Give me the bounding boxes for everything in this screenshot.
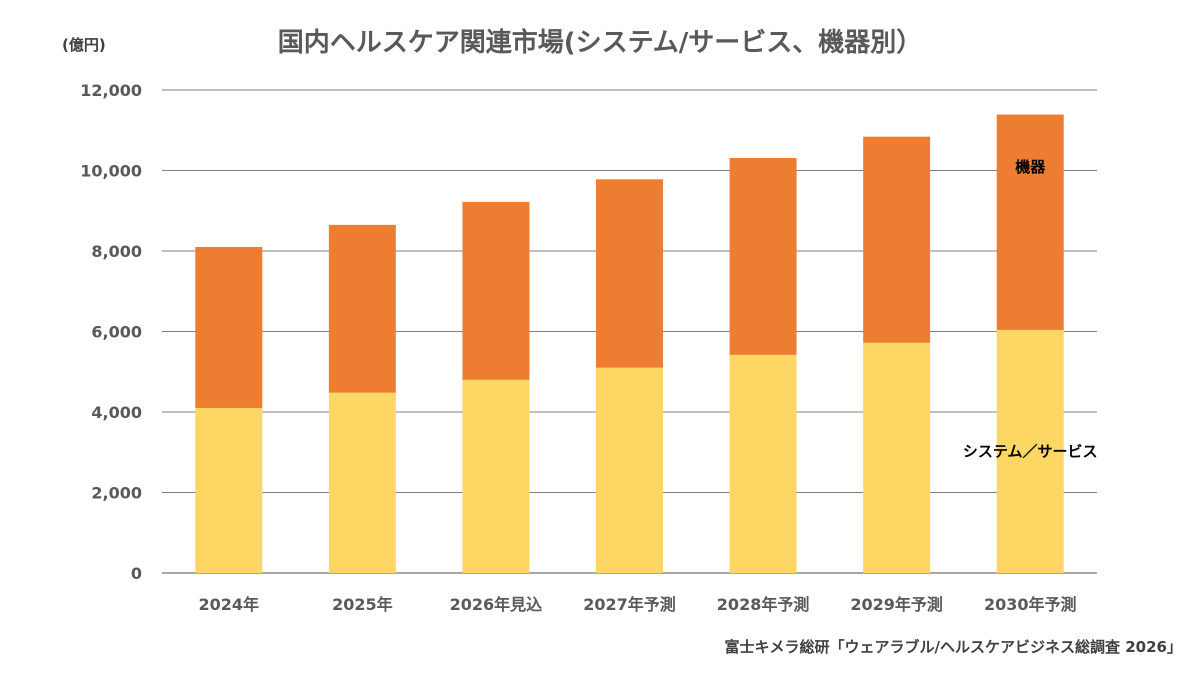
x-tick-label: 2025年 [332, 595, 393, 614]
source-note: 富士キメラ総研「ウェアラブル/ヘルスケアビジネス総調査 2026」 [724, 638, 1182, 656]
chart-title: 国内ヘルスケア関連市場(システム/サービス、機器別） [277, 28, 923, 58]
bar-segment-device [462, 201, 530, 380]
bar-segment-device [863, 136, 931, 343]
bar-segment-system-service [596, 367, 663, 573]
y-tick-label: 0 [131, 564, 142, 583]
bar-segment-system-service [996, 329, 1064, 573]
series-label-system-service: システム／サービス [963, 442, 1098, 460]
bar-segment-device [328, 224, 396, 393]
y-tick-label: 6,000 [91, 323, 142, 342]
bar-segment-device [195, 246, 263, 408]
x-tick-label: 2024年 [199, 595, 260, 614]
x-tick-label: 2030年予測 [984, 595, 1077, 614]
bar-segment-device [596, 179, 663, 368]
x-tick-label: 2027年予測 [583, 595, 676, 614]
bar-segment-system-service [729, 354, 797, 573]
bar-segment-device [996, 114, 1064, 330]
y-tick-label: 8,000 [91, 242, 142, 261]
bar-segment-system-service [195, 407, 263, 573]
x-tick-label: 2026年見込 [450, 595, 543, 614]
y-tick-label: 2,000 [91, 484, 142, 503]
bar-segment-system-service [462, 379, 530, 573]
bar-segment-system-service [328, 392, 396, 573]
y-tick-label: 4,000 [91, 403, 142, 422]
bar-segment-system-service [863, 342, 931, 573]
y-axis-unit-label: (億円) [62, 36, 106, 54]
y-tick-label: 10,000 [80, 162, 142, 181]
x-tick-label: 2028年予測 [717, 595, 810, 614]
y-tick-label: 12,000 [80, 81, 142, 100]
series-label-device: 機器 [1015, 158, 1046, 176]
bar-segment-device [729, 158, 797, 355]
x-tick-label: 2029年予測 [850, 595, 943, 614]
